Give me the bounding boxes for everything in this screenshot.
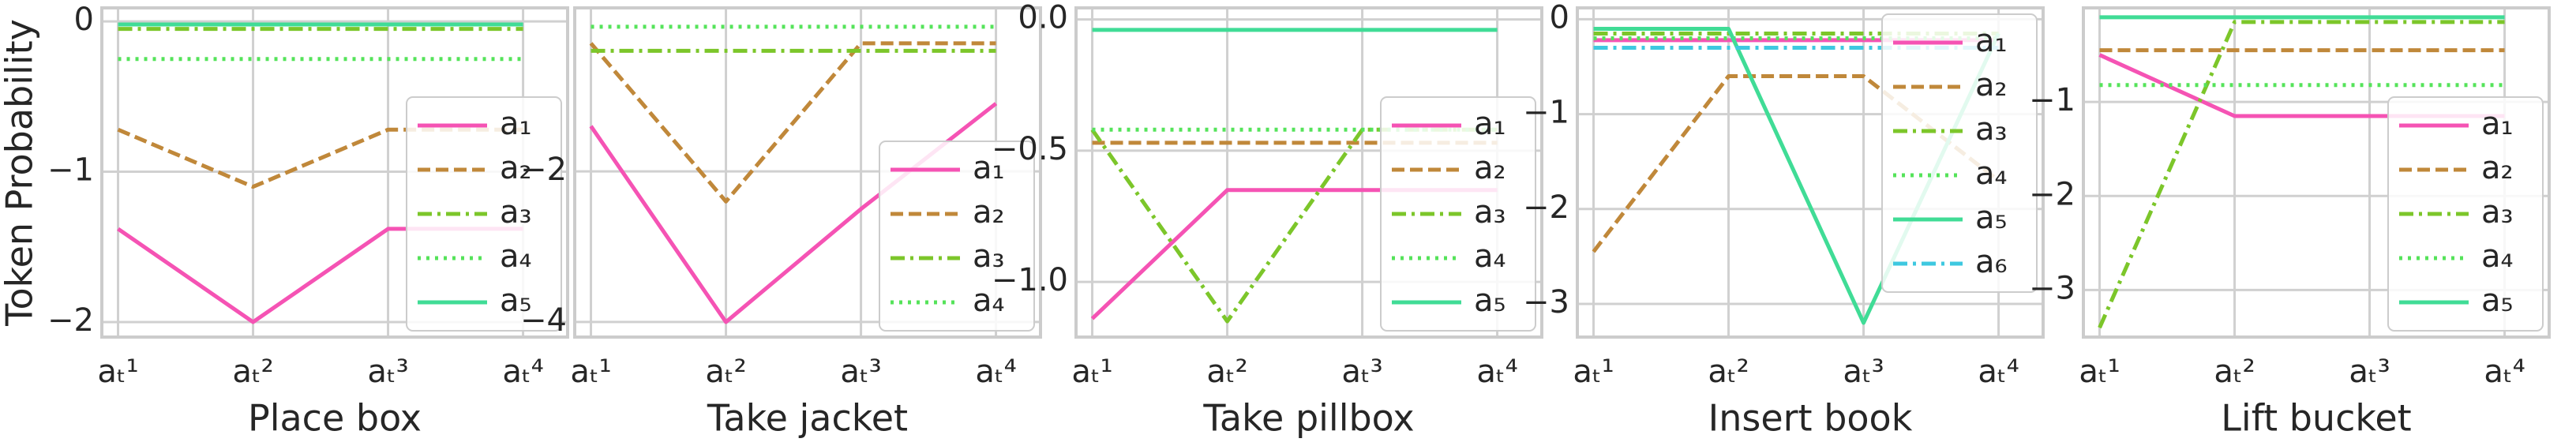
series-line <box>1090 127 1498 324</box>
legend-label: a₂ <box>973 194 1005 230</box>
subplot: aₜ¹ aₜ² aₜ³ aₜ⁴ 0.0 −0.5 −1.0 a₁ a₂ a₃ a₄ a₅ Take pi… <box>992 0 1543 440</box>
y-tick-label: −0.5 <box>992 131 1068 167</box>
legend-label: a₅ <box>1474 283 1506 319</box>
y-tick-label: −3 <box>1523 284 1569 320</box>
subplot: aₜ¹ aₜ² aₜ³ aₜ⁴ 0 −1 −2 a₁ a₂ a₃ a₄ a₅ Place box Toke… <box>0 2 569 440</box>
subplot: aₜ¹ aₜ² aₜ³ aₜ⁴ −1 −2 −3 a₁ a₂ a₃ a₄ a₅ Lift bucket <box>2029 6 2551 440</box>
x-tick-label: aₜ² <box>232 354 273 390</box>
legend-label: a₂ <box>1474 150 1506 186</box>
x-axis-title: Take jacket <box>707 397 908 440</box>
legend-label: a₁ <box>973 150 1005 186</box>
x-tick-label: aₜ² <box>2214 354 2255 390</box>
legend: a₁ a₂ a₃ a₄ a₅ <box>406 96 562 332</box>
x-tick-label: aₜ⁴ <box>975 354 1016 390</box>
legend: a₁ a₂ a₃ a₄ a₅ <box>2387 96 2544 332</box>
legend-label: a₁ <box>2481 106 2514 142</box>
y-tick-label: −1 <box>47 152 94 189</box>
plot-frame <box>1074 6 1543 339</box>
legend-label: a₄ <box>2481 238 2514 275</box>
plot-frame <box>1576 6 2045 339</box>
legend-label: a₃ <box>1474 194 1506 230</box>
x-tick-label: aₜ⁴ <box>1476 354 1517 390</box>
legend-label: a₂ <box>1975 67 2008 103</box>
series-line <box>589 41 996 204</box>
legend-label: a₁ <box>1474 106 1506 142</box>
y-axis-title: Token Probability <box>0 19 41 327</box>
legend-label: a₂ <box>2481 150 2514 186</box>
legend-box <box>1881 13 2038 293</box>
x-tick-label: aₜ³ <box>840 354 881 390</box>
x-tick-label: aₜ¹ <box>97 354 138 390</box>
y-tick-label: −1.0 <box>992 262 1068 298</box>
legend-label: a₄ <box>500 238 532 275</box>
x-axis-title: Lift bucket <box>2221 397 2411 440</box>
legend: a₁ a₂ a₃ a₄ a₅ a₆ <box>1881 13 2038 293</box>
y-tick-label: −3 <box>2029 270 2075 306</box>
x-tick-label: aₜ³ <box>2349 354 2390 390</box>
legend: a₁ a₂ a₃ a₄ <box>879 141 1035 332</box>
x-tick-label: aₜ³ <box>1843 354 1884 390</box>
y-tick-label: −1 <box>2029 82 2075 118</box>
subplot: aₜ¹ aₜ² aₜ³ aₜ⁴ −2 −4 a₁ a₂ a₃ a₄ Take jacket <box>520 6 1042 440</box>
y-tick-label: −2 <box>520 152 567 188</box>
x-tick-label: aₜ¹ <box>570 354 611 390</box>
legend-label: a₅ <box>500 283 532 319</box>
y-tick-label: 0.0 <box>1018 0 1068 36</box>
x-tick-label: aₜ¹ <box>1071 354 1112 390</box>
legend-box <box>879 141 1035 332</box>
y-tick-label: −2 <box>2029 176 2075 212</box>
x-axis-title: Insert book <box>1708 397 1913 440</box>
x-tick-label: aₜ¹ <box>1573 354 1614 390</box>
x-tick-label: aₜ⁴ <box>1978 354 2019 390</box>
x-tick-label: aₜ² <box>1206 354 1247 390</box>
legend: a₁ a₂ a₃ a₄ a₅ <box>1380 96 1536 332</box>
x-tick-label: aₜ³ <box>367 354 408 390</box>
plot-frame <box>2082 6 2551 339</box>
y-tick-label: 0 <box>1550 0 1569 36</box>
y-tick-label: −1 <box>1523 95 1569 131</box>
legend-label: a₃ <box>1975 111 2008 148</box>
legend-label: a₂ <box>500 150 532 186</box>
legend-label: a₅ <box>2481 283 2514 319</box>
y-tick-label: −2 <box>47 302 94 339</box>
legend-label: a₁ <box>1975 23 2008 59</box>
legend-label: a₁ <box>500 106 532 142</box>
x-tick-label: aₜ² <box>705 354 746 390</box>
x-tick-label: aₜ⁴ <box>502 354 543 390</box>
x-tick-label: aₜ² <box>1708 354 1749 390</box>
x-tick-label: aₜ⁴ <box>2484 354 2525 390</box>
legend-label: a₅ <box>1975 200 2008 236</box>
x-tick-label: aₜ³ <box>1341 354 1382 390</box>
y-tick-label: 0 <box>74 2 94 38</box>
legend-label: a₃ <box>2481 194 2514 230</box>
series-line <box>117 127 523 189</box>
x-axis-title: Take pillbox <box>1202 397 1414 440</box>
plot-frame <box>573 6 1042 339</box>
legend-label: a₄ <box>1474 238 1506 275</box>
legend-label: a₄ <box>973 283 1005 319</box>
x-tick-label: aₜ¹ <box>2079 354 2120 390</box>
plot-frame <box>100 6 569 339</box>
legend-label: a₆ <box>1975 244 2008 280</box>
subplot: aₜ¹ aₜ² aₜ³ aₜ⁴ 0 −1 −2 −3 a₁ a₂ a₃ a₄ a₅ a₆ Insert bo… <box>1523 0 2045 440</box>
y-tick-label: −4 <box>520 302 567 339</box>
y-tick-label: −2 <box>1523 189 1569 226</box>
x-axis-title: Place box <box>248 397 422 440</box>
legend-label: a₃ <box>500 194 532 230</box>
series-line <box>2098 20 2505 329</box>
legend-label: a₃ <box>973 238 1005 275</box>
legend-label: a₄ <box>1975 156 2008 192</box>
